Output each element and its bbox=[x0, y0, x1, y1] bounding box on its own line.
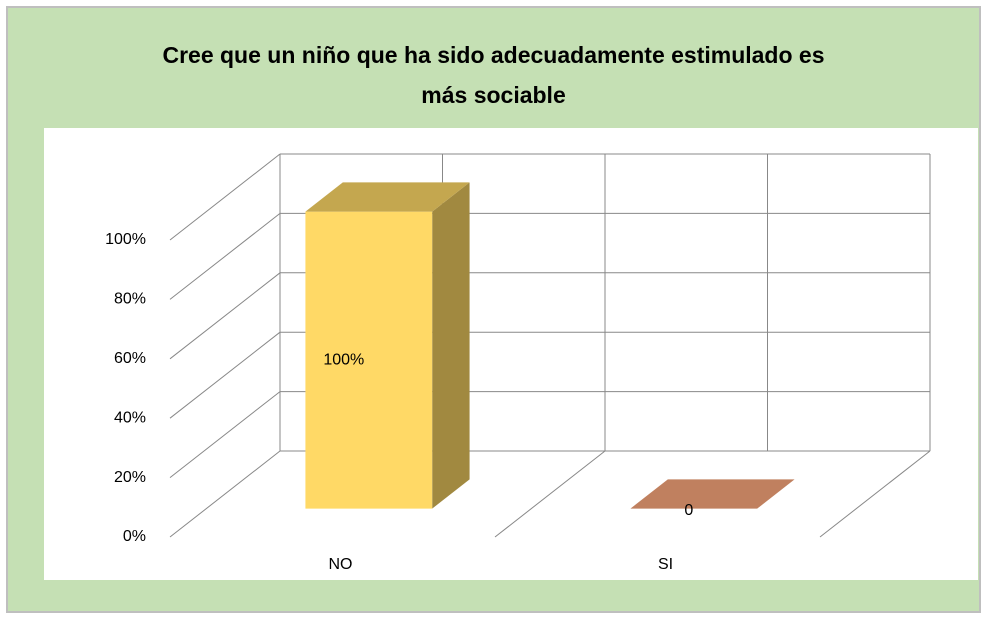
tick-line bbox=[169, 153, 281, 241]
tick-line bbox=[169, 450, 281, 538]
x-tick-label: SI bbox=[658, 556, 673, 573]
bar-top bbox=[630, 479, 795, 509]
bar-side bbox=[432, 182, 470, 509]
floor-line bbox=[819, 450, 931, 538]
x-tick-label: NO bbox=[329, 556, 353, 573]
tick-line bbox=[169, 331, 281, 419]
tick-line bbox=[169, 213, 281, 300]
chart-title: Cree que un niño que ha sido adecuadamen… bbox=[162, 42, 825, 108]
title-box: Cree que un niño que ha sido adecuadamen… bbox=[162, 42, 825, 108]
bar-top bbox=[305, 182, 470, 212]
data-label: 0 bbox=[684, 502, 693, 519]
y-tick-label: 0% bbox=[123, 528, 146, 545]
y-tick-label: 40% bbox=[114, 409, 146, 426]
tick-line bbox=[169, 391, 281, 478]
y-tick-label: 20% bbox=[114, 469, 146, 486]
floor-line bbox=[494, 450, 606, 538]
plot-area bbox=[44, 128, 978, 580]
data-label: 100% bbox=[323, 351, 364, 368]
tick-line bbox=[169, 272, 281, 360]
bar-front bbox=[305, 211, 433, 509]
y-tick-label: 100% bbox=[105, 231, 146, 248]
y-tick-label: 80% bbox=[114, 291, 146, 308]
y-tick-label: 60% bbox=[114, 350, 146, 367]
